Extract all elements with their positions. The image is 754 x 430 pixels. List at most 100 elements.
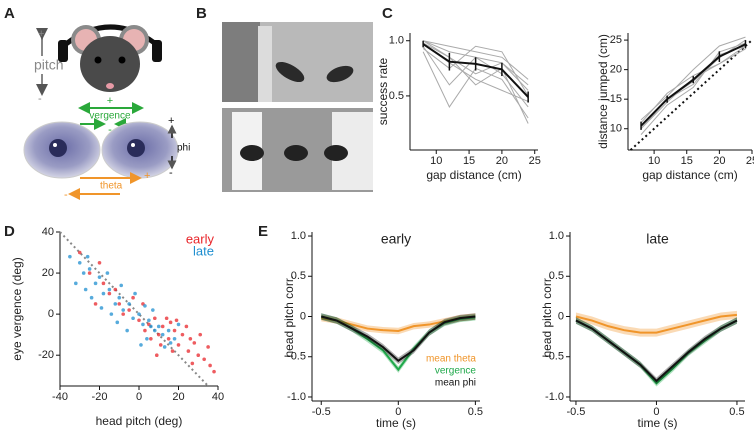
scatter-point xyxy=(77,250,82,255)
scatter-point xyxy=(113,302,118,306)
phi-minus: - xyxy=(169,167,173,179)
vergence-plus: + xyxy=(107,95,113,107)
scatter-point xyxy=(196,353,201,358)
scatter-point xyxy=(101,281,106,286)
x-axis-label: head pitch (deg) xyxy=(96,414,183,428)
scatter-point xyxy=(151,308,155,312)
scatter-point xyxy=(131,295,135,300)
y-axis-label: eye vergence (deg) xyxy=(10,257,24,360)
y-tick-label: 1.0 xyxy=(291,230,306,242)
scatter-point xyxy=(109,312,114,316)
x-tick-label: 10 xyxy=(648,155,660,167)
y-tick-label: 1.0 xyxy=(389,35,404,47)
series-line xyxy=(422,42,529,86)
scatter-point xyxy=(156,332,161,337)
x-tick-label: -0.5 xyxy=(312,406,331,418)
y-tick-label: 0.5 xyxy=(549,270,564,282)
scatter-point xyxy=(212,369,216,374)
scatter-point xyxy=(168,320,173,325)
scatter-point xyxy=(121,312,125,316)
series-line xyxy=(640,45,746,124)
scatter-point xyxy=(115,320,120,325)
scatter-point xyxy=(145,336,149,341)
y-tick-label: 0.5 xyxy=(389,90,404,102)
scatter-point xyxy=(127,308,131,312)
scatter-point xyxy=(176,322,181,327)
x-tick-label: 20 xyxy=(172,391,184,403)
scatter-point xyxy=(141,322,145,327)
scatter-point xyxy=(149,324,153,329)
scatter-point xyxy=(89,295,94,300)
vergence-minus: - xyxy=(108,124,112,136)
scatter-point xyxy=(74,281,78,286)
series-line xyxy=(640,36,746,121)
scatter-point xyxy=(198,332,203,337)
scatter-point xyxy=(166,336,171,341)
x-tick-label: 25 xyxy=(529,155,541,167)
scatter-point xyxy=(188,336,193,341)
scatter-point xyxy=(117,295,122,300)
scatter-point xyxy=(147,318,151,323)
scatter-point xyxy=(206,345,210,349)
y-tick-label: 0.5 xyxy=(291,270,306,282)
scatter-point xyxy=(85,254,90,259)
reference-line xyxy=(629,39,753,151)
x-tick-label: 25 xyxy=(746,155,754,167)
x-tick-label: -20 xyxy=(92,391,108,403)
scatter-point xyxy=(87,271,92,275)
scatter-point xyxy=(97,261,102,265)
scatter-point xyxy=(164,316,169,321)
y-axis-label: distance jumped (cm) xyxy=(596,34,610,149)
scatter-point xyxy=(154,353,159,358)
scatter-point xyxy=(93,302,98,306)
series-line xyxy=(422,45,529,97)
scatter-point xyxy=(170,349,175,353)
scatter-point xyxy=(174,318,179,323)
scatter-point xyxy=(93,281,98,286)
scatter-point xyxy=(149,336,153,341)
y-tick-label: -20 xyxy=(38,349,54,361)
reference-line xyxy=(59,231,209,387)
panel-label: D xyxy=(4,223,15,240)
legend-label: vergence xyxy=(435,366,477,377)
pitch-label: pitch xyxy=(34,57,64,73)
scatter-point xyxy=(99,306,104,310)
scatter-point xyxy=(192,341,197,345)
scatter-point xyxy=(153,316,157,321)
series-line xyxy=(422,43,529,102)
scatter-point xyxy=(184,324,189,329)
scatter-point xyxy=(97,275,102,279)
scatter-point xyxy=(131,316,135,321)
x-tick-label: -0.5 xyxy=(566,406,585,418)
pitch-minus: - xyxy=(38,93,42,105)
x-tick-label: 0 xyxy=(653,406,659,418)
chart-title: late xyxy=(646,231,669,247)
theta-label: theta xyxy=(100,181,123,192)
x-tick-label: 40 xyxy=(212,391,224,403)
scatter-point xyxy=(172,336,177,341)
y-tick-label: 0 xyxy=(48,308,54,320)
x-tick-label: 20 xyxy=(713,155,725,167)
panel-label: B xyxy=(196,5,207,22)
y-tick-label: 25 xyxy=(610,34,622,46)
y-tick-label: 20 xyxy=(610,64,622,76)
chart-title: early xyxy=(381,231,411,247)
scatter-point xyxy=(127,302,131,306)
theta-minus: - xyxy=(64,189,68,201)
y-tick-label: 1.0 xyxy=(549,230,564,242)
x-axis-label: gap distance (cm) xyxy=(642,168,737,182)
theta-plus: + xyxy=(144,170,150,182)
legend-label: early xyxy=(186,231,215,246)
x-tick-label: 0 xyxy=(136,391,142,403)
scatter-point xyxy=(105,271,110,275)
scatter-point xyxy=(107,291,112,296)
scatter-point xyxy=(68,254,72,259)
scatter-point xyxy=(119,283,124,288)
scatter-point xyxy=(137,312,141,316)
y-tick-label: 10 xyxy=(610,123,622,135)
y-axis-label: head pitch corr. xyxy=(540,275,554,357)
series-line xyxy=(422,40,529,124)
scatter-point xyxy=(160,332,165,337)
y-axis-label: head pitch corr. xyxy=(282,275,296,357)
